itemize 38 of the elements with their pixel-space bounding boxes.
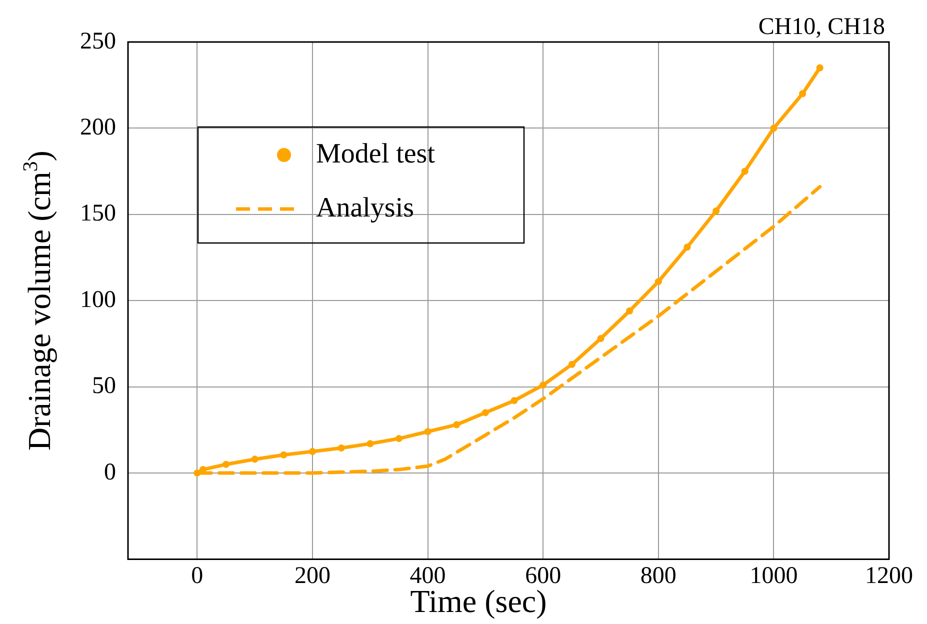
point xyxy=(568,360,576,368)
point xyxy=(453,421,460,428)
x-tick-label: 800 xyxy=(640,562,676,589)
y-tick-label: 200 xyxy=(80,114,116,140)
point xyxy=(395,434,403,442)
point xyxy=(770,124,778,132)
point xyxy=(540,382,547,389)
point xyxy=(684,244,691,251)
point xyxy=(741,168,748,175)
y-tick-label: 150 xyxy=(80,200,116,227)
y-tick-label: 100 xyxy=(80,286,116,313)
x-tick-label: 200 xyxy=(294,562,330,589)
point xyxy=(366,440,374,448)
legend-label: Analysis xyxy=(316,192,414,224)
y-tick-label: 50 xyxy=(92,373,116,400)
x-tick-label: 0 xyxy=(191,562,204,589)
point xyxy=(308,448,316,455)
point xyxy=(626,307,634,314)
y-tick-label: 250 xyxy=(80,28,116,54)
point xyxy=(338,444,345,452)
text: CH10, CH18 xyxy=(758,14,885,40)
point xyxy=(482,409,489,416)
point xyxy=(597,334,604,342)
point xyxy=(654,278,662,286)
point xyxy=(424,428,432,436)
point xyxy=(510,397,518,404)
point xyxy=(194,469,201,477)
x-tick-label: 1000 xyxy=(750,562,798,589)
x-tick-label: 1200 xyxy=(865,562,913,589)
point xyxy=(816,64,824,72)
point xyxy=(712,207,720,214)
legend-label: Model test xyxy=(316,138,436,170)
y-tick-label: 0 xyxy=(104,459,116,486)
y-axis-title: Drainage volume (cm3) xyxy=(19,150,57,451)
point xyxy=(222,460,230,468)
point xyxy=(798,90,806,98)
point xyxy=(280,451,288,458)
point xyxy=(251,456,258,463)
